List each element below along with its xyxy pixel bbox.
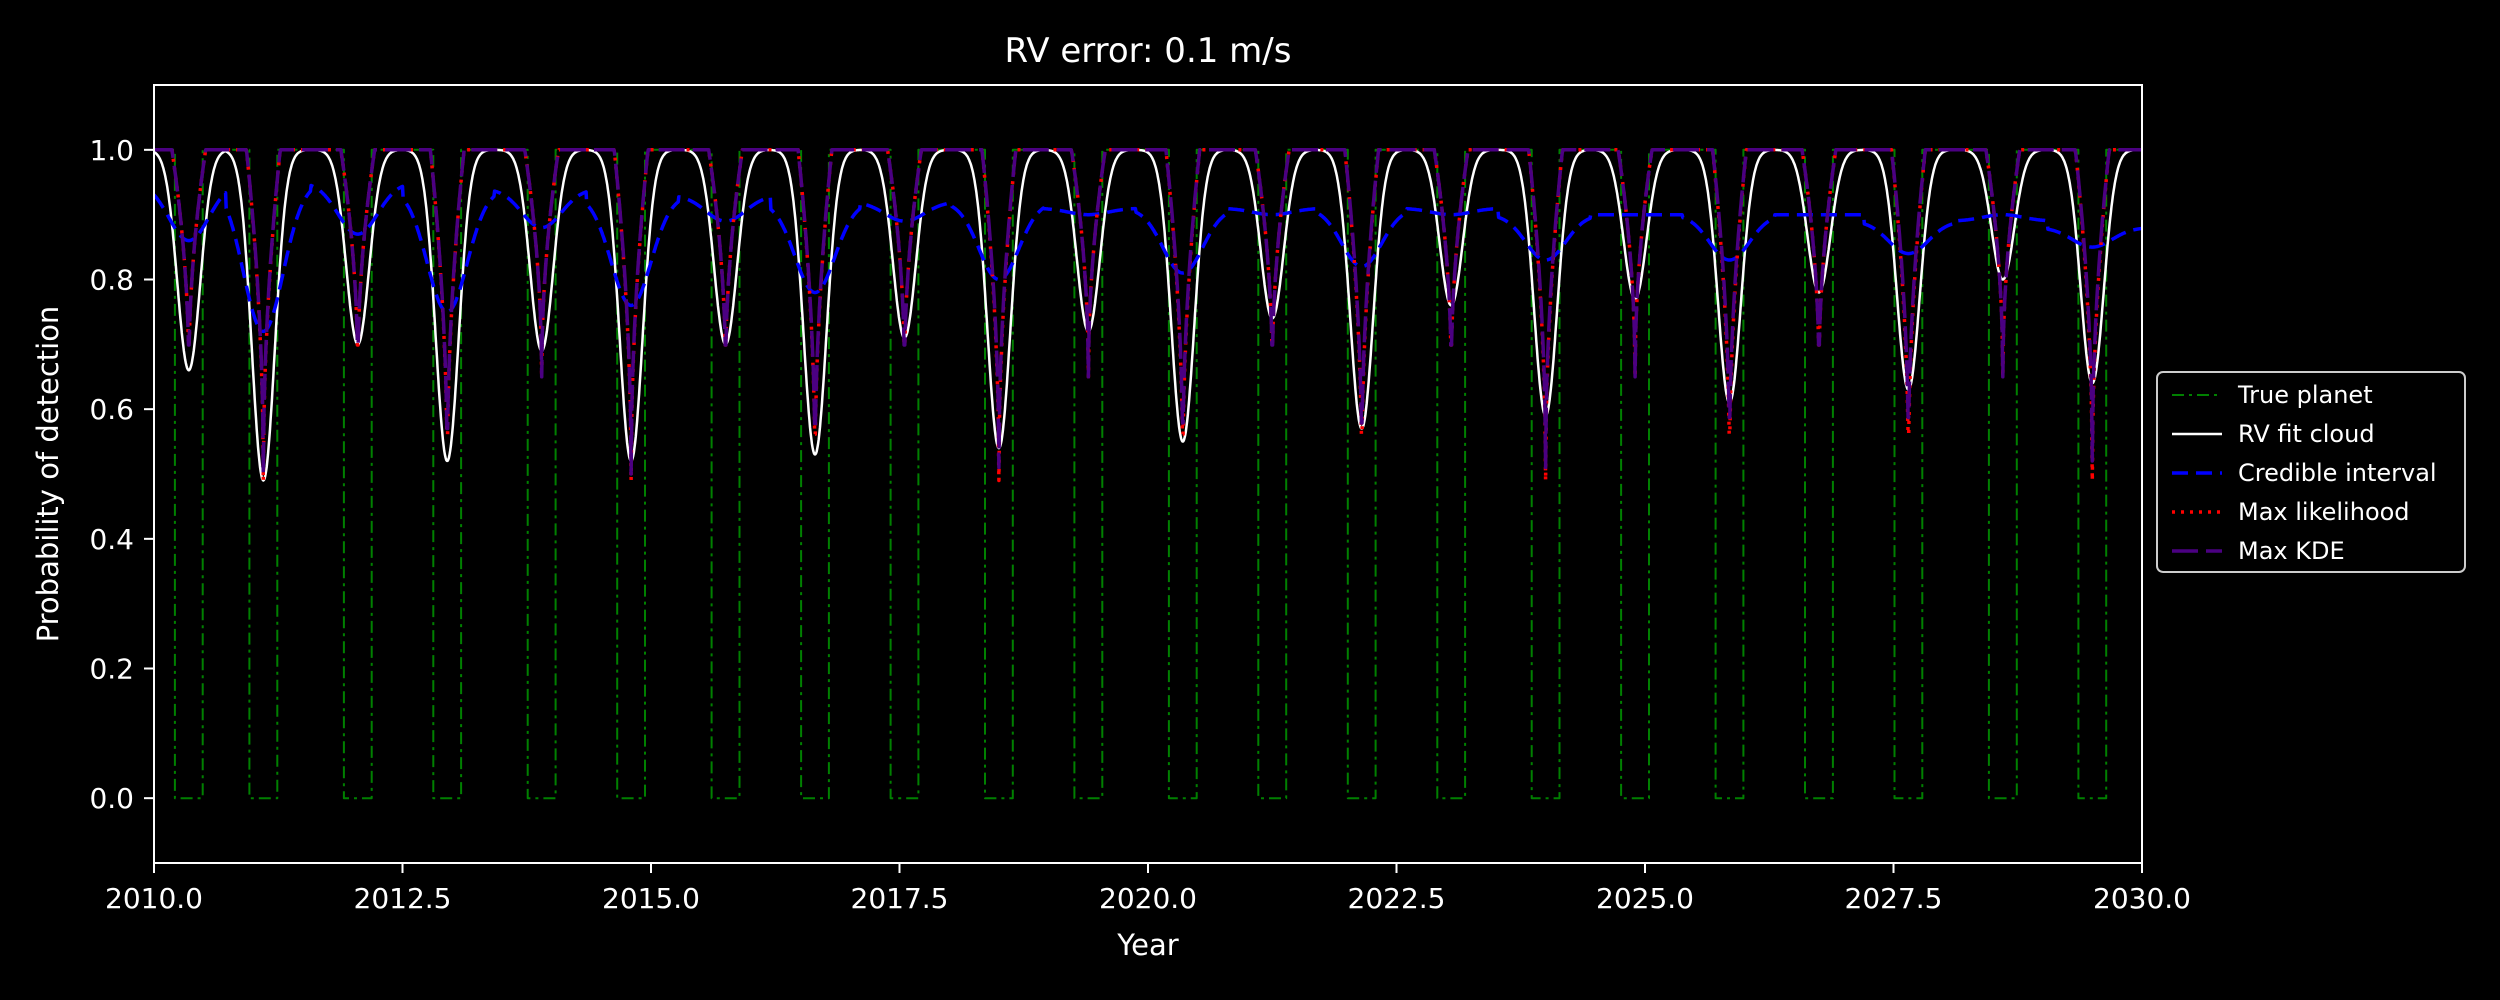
x-tick-label: 2027.5 — [1845, 882, 1943, 915]
plot-area — [154, 148, 2142, 800]
legend-label: Credible interval — [2238, 459, 2437, 487]
legend-label: Max likelihood — [2238, 498, 2410, 526]
x-axis-label: Year — [1116, 928, 1178, 962]
x-axis-ticks: 2010.0 2012.5 2015.0 2017.5 2020.0 2022.5 2025… — [105, 863, 2191, 915]
legend-label: RV fit cloud — [2238, 420, 2375, 448]
legend-label: True planet — [2237, 381, 2373, 409]
y-axis-ticks: 0.0 0.2 0.4 0.6 0.8 1.0 — [89, 134, 154, 815]
y-tick-label: 1.0 — [89, 134, 134, 167]
legend-label: Max KDE — [2238, 537, 2345, 565]
y-tick-label: 0.8 — [89, 264, 134, 297]
x-tick-label: 2020.0 — [1099, 882, 1197, 915]
y-tick-label: 0.0 — [89, 782, 134, 815]
legend-items: True planet RV fit cloud Credible interval… — [2172, 381, 2437, 565]
x-tick-label: 2022.5 — [1348, 882, 1446, 915]
x-tick-label: 2012.5 — [354, 882, 452, 915]
x-tick-label: 2010.0 — [105, 882, 203, 915]
y-tick-label: 0.2 — [89, 653, 134, 686]
y-tick-label: 0.6 — [89, 393, 134, 426]
legend: True planet RV fit cloud Credible interval… — [2156, 371, 2466, 573]
chart-title: RV error: 0.1 m/s — [1005, 31, 1292, 71]
series-line-max-kde — [154, 148, 2142, 476]
y-axis-label: Probability of detection — [31, 306, 65, 643]
x-tick-label: 2017.5 — [851, 882, 949, 915]
x-tick-label: 2030.0 — [2093, 882, 2191, 915]
legend-box — [2156, 371, 2466, 573]
x-tick-label: 2025.0 — [1596, 882, 1694, 915]
y-tick-label: 0.4 — [89, 523, 134, 556]
x-tick-label: 2015.0 — [602, 882, 700, 915]
